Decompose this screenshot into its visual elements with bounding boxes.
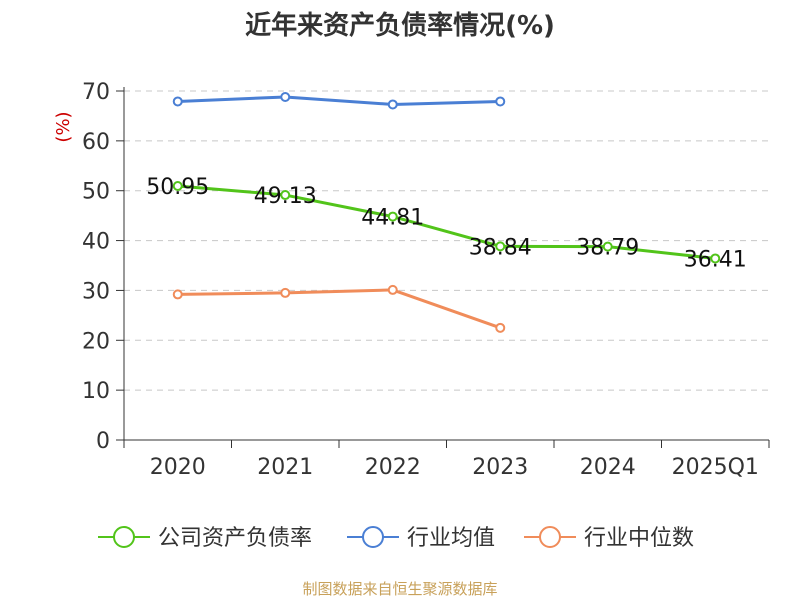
data-label: 49.13	[254, 184, 317, 209]
data-point	[710, 253, 721, 264]
y-tick-label: 0	[96, 429, 110, 454]
data-point	[387, 284, 398, 295]
legend[interactable]: 公司资产负债率 行业均值 行业中位数	[98, 526, 694, 551]
data-label: 38.79	[576, 236, 639, 261]
legend-label: 公司资产负债率	[158, 526, 312, 551]
data-point	[495, 241, 506, 252]
x-tick-label: 2021	[257, 455, 313, 480]
series-1	[172, 180, 721, 264]
y-tick-label: 20	[82, 329, 110, 354]
series-line	[177, 288, 501, 330]
y-tick-label: 10	[82, 379, 110, 404]
legend-item-1[interactable]: 公司资产负债率	[98, 526, 312, 551]
data-point	[495, 96, 506, 107]
x-tick-label: 2020	[150, 455, 206, 480]
y-tick-label: 40	[82, 230, 110, 255]
data-point	[387, 99, 398, 110]
axes: 0 10 20 30 40 50 60 70 2020 2021 2022 2023 2024 2025Q…	[82, 80, 770, 480]
data-labels: 50.95 49.13 44.81 38.84 38.79 36.41	[146, 175, 746, 272]
grid-lines	[124, 90, 769, 391]
data-point	[280, 91, 291, 102]
data-point	[602, 241, 613, 252]
x-tick-label: 2024	[580, 455, 636, 480]
y-tick-label: 70	[82, 80, 110, 105]
y-tick-label: 50	[82, 180, 110, 205]
y-axis-label: (%)	[53, 111, 74, 142]
data-label: 50.95	[146, 175, 209, 200]
data-point	[280, 190, 291, 201]
x-tick-label: 2023	[472, 455, 528, 480]
legend-item-2[interactable]: 行业均值	[347, 526, 495, 551]
data-point	[387, 211, 398, 222]
x-tick-label: 2022	[365, 455, 421, 480]
legend-marker	[362, 526, 384, 548]
data-label: 36.41	[684, 247, 747, 272]
legend-marker	[539, 526, 561, 548]
legend-marker	[113, 526, 135, 548]
data-label: 44.81	[361, 206, 424, 231]
data-point	[280, 287, 291, 298]
chart-title: 近年来资产负债率情况(%)	[245, 10, 555, 41]
x-tick-label: 2025Q1	[672, 455, 759, 480]
y-tick-label: 60	[82, 130, 110, 155]
source-note: 制图数据来自恒生聚源数据库	[302, 580, 497, 598]
data-point	[172, 96, 183, 107]
series-layer	[172, 91, 721, 333]
series-2	[172, 91, 506, 110]
legend-label: 行业中位数	[584, 526, 694, 551]
data-point	[172, 289, 183, 300]
data-label: 38.84	[469, 235, 532, 260]
series-line	[177, 95, 501, 106]
series-3	[172, 284, 506, 333]
legend-label: 行业均值	[407, 526, 495, 551]
data-point	[495, 322, 506, 333]
legend-item-3[interactable]: 行业中位数	[524, 526, 694, 551]
data-point	[172, 180, 183, 191]
series-line	[177, 184, 716, 260]
y-tick-label: 30	[82, 279, 110, 304]
